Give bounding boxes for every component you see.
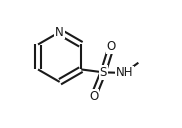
Text: NH: NH bbox=[116, 66, 133, 79]
Text: O: O bbox=[107, 40, 116, 53]
Text: S: S bbox=[100, 66, 107, 79]
Text: N: N bbox=[55, 25, 64, 39]
Text: O: O bbox=[89, 89, 98, 103]
